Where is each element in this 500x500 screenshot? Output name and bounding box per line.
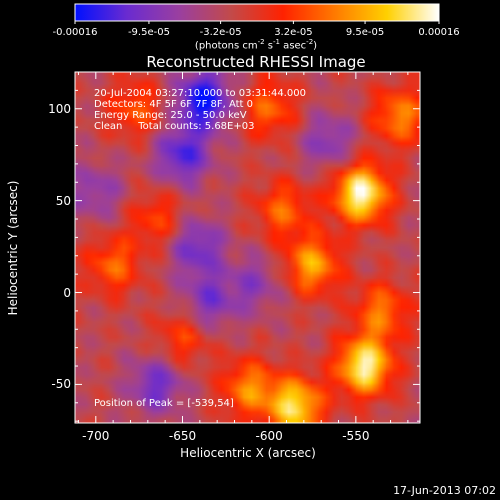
colorbar-tick-label: -9.5e-05 bbox=[127, 27, 170, 38]
colorbar-ticks bbox=[74, 21, 440, 24]
chart-title: Reconstructed RHESSI Image bbox=[146, 53, 366, 71]
y-tick-label: 0 bbox=[63, 285, 71, 300]
colorbar bbox=[74, 3, 440, 22]
y-tick-label: 50 bbox=[55, 193, 71, 208]
colorbar-tick-label: -3.2e-05 bbox=[199, 27, 242, 38]
colorbar-units: (photons cm-2 s-1 asec-2) bbox=[194, 38, 318, 52]
colorbar-tick-label: 3.2e-05 bbox=[274, 27, 313, 38]
x-tick-label: -700 bbox=[82, 429, 110, 443]
colorbar-tick-label: -0.00016 bbox=[52, 27, 98, 38]
heatmap-image bbox=[75, 72, 420, 423]
y-axis-label: Heliocentric Y (arcsec) bbox=[6, 180, 20, 316]
x-tick-label: -600 bbox=[255, 429, 283, 443]
colorbar-tick-label: 9.5e-05 bbox=[345, 27, 385, 38]
x-tick-label: -650 bbox=[168, 429, 197, 443]
annotation-detectors: Detectors: 4F 5F 6F 7F 8F, Att 0 bbox=[94, 99, 254, 110]
peak-position-label: Position of Peak = [-539,54] bbox=[94, 398, 234, 409]
x-axis-label: Heliocentric X (arcsec) bbox=[180, 446, 316, 460]
annotation-clean-counts: Clean Total counts: 5.68E+03 bbox=[94, 121, 255, 132]
timestamp: 17-Jun-2013 07:02 bbox=[393, 484, 496, 497]
colorbar-tick-label: 0.00016 bbox=[418, 27, 460, 38]
axis-ticks bbox=[75, 71, 420, 423]
y-tick-label: 100 bbox=[48, 101, 71, 116]
plot-frame bbox=[74, 71, 421, 424]
x-tick-label: -550 bbox=[342, 429, 370, 443]
annotation-time-range: 20-Jul-2004 03:27:10.000 to 03:31:44.000 bbox=[94, 88, 306, 99]
y-tick-label: -50 bbox=[51, 377, 71, 392]
annotation-energy-range: Energy Range: 25.0 - 50.0 keV bbox=[94, 110, 247, 121]
